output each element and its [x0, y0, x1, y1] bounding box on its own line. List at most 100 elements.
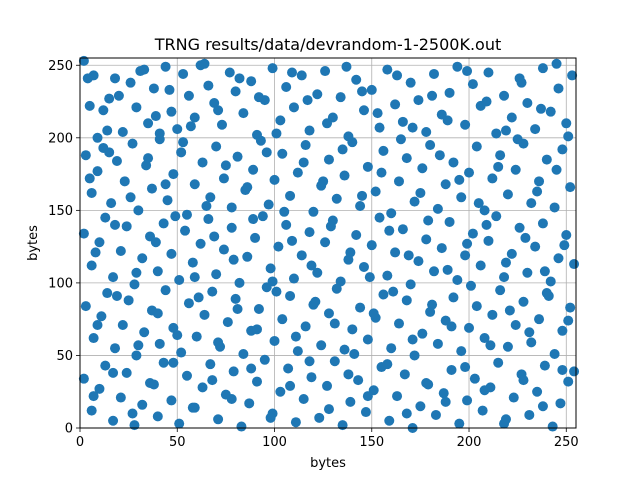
- scatter-point: [115, 392, 126, 403]
- scatter-point: [364, 272, 375, 283]
- scatter-point: [158, 218, 169, 229]
- scatter-point: [129, 420, 140, 431]
- scatter-point: [218, 244, 229, 255]
- scatter-point: [78, 228, 89, 239]
- scatter-point: [265, 263, 276, 274]
- scatter-point: [197, 382, 208, 393]
- scatter-point: [434, 150, 445, 161]
- scatter-point: [541, 154, 552, 165]
- scatter-point: [440, 179, 451, 190]
- scatter-point: [442, 115, 453, 126]
- scatter-point: [316, 340, 327, 351]
- scatter-point: [462, 395, 473, 406]
- scatter-point: [88, 391, 99, 402]
- scatter-point: [493, 357, 504, 368]
- scatter-point: [123, 295, 134, 306]
- scatter-point: [253, 92, 264, 103]
- scatter-point: [277, 314, 288, 325]
- scatter-point: [335, 92, 346, 103]
- scatter-point: [248, 164, 259, 175]
- y-axis-label: bytes: [26, 225, 41, 261]
- scatter-point: [164, 84, 175, 95]
- scatter-point: [137, 399, 148, 410]
- scatter-point: [504, 305, 515, 316]
- scatter-point: [362, 161, 373, 172]
- scatter-point: [347, 324, 358, 335]
- scatter-point: [500, 125, 511, 136]
- scatter-point: [357, 190, 368, 201]
- scatter-point: [267, 63, 278, 74]
- scatter-point: [378, 145, 389, 156]
- scatter-point: [253, 304, 264, 315]
- scatter-point: [559, 240, 570, 251]
- scatter-point: [244, 398, 255, 409]
- scatter-point: [469, 373, 480, 384]
- y-tick-label: 50: [56, 349, 73, 364]
- scatter-point: [96, 311, 107, 322]
- scatter-point: [197, 157, 208, 168]
- scatter-point: [392, 70, 403, 81]
- scatter-point: [189, 179, 200, 190]
- scatter-point: [131, 267, 142, 278]
- scatter-point: [230, 293, 241, 304]
- scatter-point: [444, 87, 455, 98]
- scatter-point: [94, 237, 105, 248]
- scatter-point: [304, 125, 315, 136]
- scatter-point: [502, 189, 513, 200]
- scatter-point: [357, 86, 368, 97]
- scatter-point: [117, 127, 128, 137]
- scatter-point: [409, 196, 420, 207]
- scatter-point: [277, 148, 288, 159]
- scatter-point: [250, 232, 261, 243]
- scatter-point: [409, 350, 420, 361]
- scatter-point: [444, 216, 455, 227]
- scatter-point: [104, 147, 115, 158]
- scatter-point: [386, 208, 397, 219]
- scatter-point: [148, 379, 159, 390]
- x-axis-label: bytes: [310, 456, 346, 471]
- scatter-point: [127, 138, 138, 149]
- scatter-point: [388, 286, 399, 297]
- scatter-point: [222, 317, 233, 328]
- scatter-point: [502, 341, 513, 352]
- scatter-point: [110, 219, 121, 230]
- scatter-point: [429, 266, 440, 277]
- scatter-point: [471, 301, 482, 312]
- scatter-point: [532, 386, 543, 397]
- scatter-point: [553, 83, 564, 94]
- scatter-point: [382, 359, 393, 370]
- scatter-point: [339, 344, 350, 355]
- scatter-point: [298, 157, 309, 168]
- scatter-point: [485, 340, 496, 351]
- scatter-point: [462, 66, 473, 77]
- scatter-point: [351, 74, 362, 85]
- scatter-point: [181, 370, 192, 381]
- scatter-point: [370, 186, 381, 197]
- scatter-point: [131, 350, 142, 361]
- scatter-point: [160, 61, 171, 72]
- scatter-point: [125, 77, 136, 88]
- scatter-point: [154, 134, 165, 145]
- scatter-point: [84, 100, 95, 111]
- scatter-point: [211, 269, 222, 280]
- scatter-point: [473, 198, 484, 209]
- scatter-point: [290, 331, 301, 342]
- scatter-point: [345, 247, 356, 258]
- scatter-point: [320, 66, 331, 77]
- scatter-point: [119, 176, 130, 187]
- scatter-point: [86, 405, 97, 416]
- scatter-point: [518, 375, 529, 386]
- scatter-point: [298, 393, 309, 404]
- scatter-point: [358, 261, 369, 272]
- scatter-point: [454, 418, 465, 429]
- scatter-point: [287, 67, 298, 78]
- scatter-point: [390, 247, 401, 258]
- scatter-point: [329, 318, 340, 329]
- scatter-point: [283, 363, 294, 374]
- scatter-point: [491, 211, 502, 222]
- scatter-point: [106, 198, 117, 209]
- scatter-point: [460, 250, 471, 261]
- scatter-point: [537, 218, 548, 229]
- x-tick-label: 0: [76, 435, 84, 450]
